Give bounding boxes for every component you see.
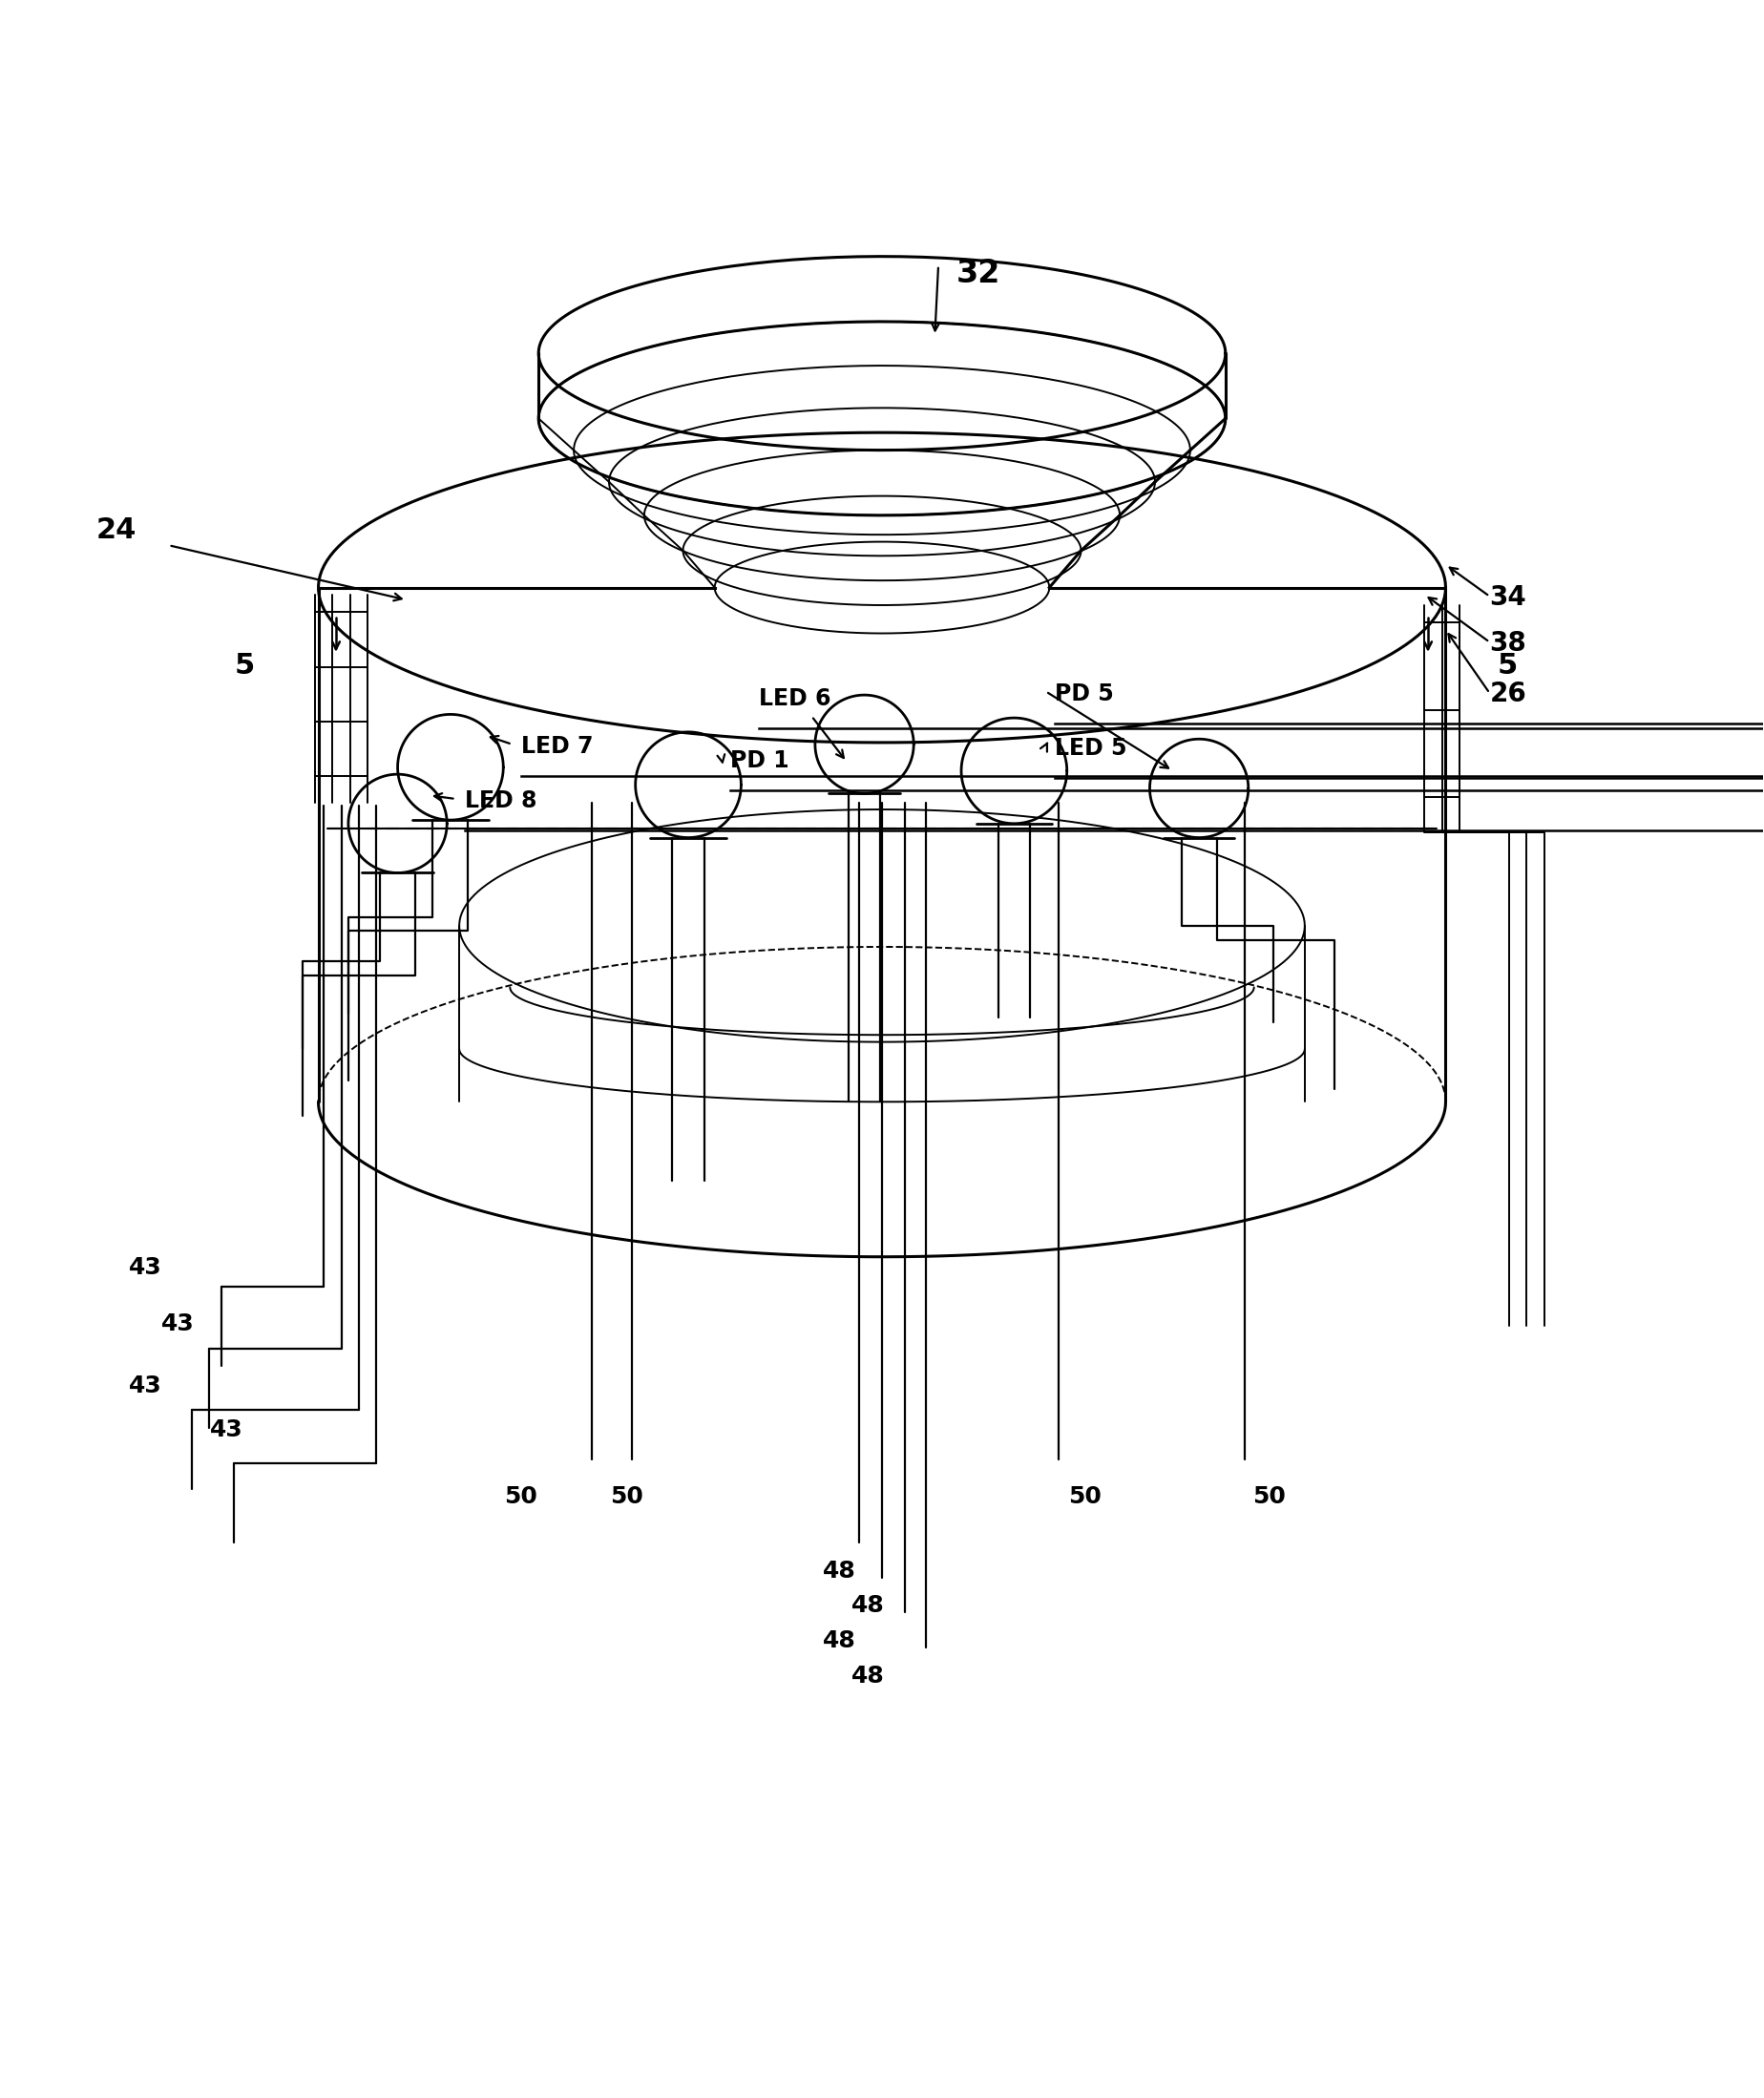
Text: 48: 48 [852,1666,884,1687]
Text: 43: 43 [210,1418,243,1441]
Text: 50: 50 [610,1485,644,1508]
Text: LED 5: LED 5 [1055,736,1127,759]
Text: 48: 48 [824,1630,856,1653]
Text: 5: 5 [1498,652,1517,680]
Text: 48: 48 [824,1559,856,1582]
Text: 43: 43 [161,1313,194,1336]
Text: PD 5: PD 5 [1055,682,1113,705]
Text: LED 8: LED 8 [464,789,536,812]
Text: 38: 38 [1489,629,1526,657]
Text: LED 7: LED 7 [520,734,593,757]
Text: 48: 48 [852,1594,884,1618]
Text: PD 1: PD 1 [730,749,789,772]
Text: 34: 34 [1489,583,1526,611]
Text: 43: 43 [129,1374,162,1397]
Text: 32: 32 [956,258,1000,290]
Text: 5: 5 [235,652,254,680]
Text: 50: 50 [505,1485,538,1508]
Text: 43: 43 [129,1257,162,1280]
Text: 50: 50 [1067,1485,1101,1508]
Text: 24: 24 [95,516,136,543]
Text: 26: 26 [1489,682,1526,707]
Text: 50: 50 [1252,1485,1286,1508]
Text: LED 6: LED 6 [759,688,831,711]
